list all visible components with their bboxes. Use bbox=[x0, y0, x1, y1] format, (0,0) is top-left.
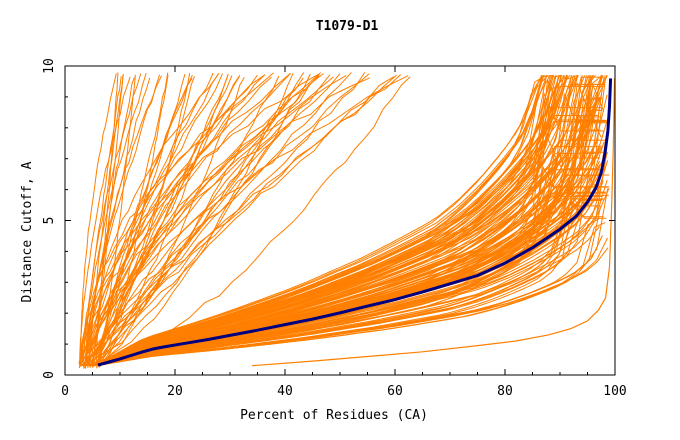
model-curve bbox=[82, 77, 304, 366]
x-tick-label: 0 bbox=[61, 384, 69, 399]
model-curve bbox=[93, 76, 411, 366]
series-layer bbox=[78, 72, 616, 369]
x-axis-label: Percent of Residues (CA) bbox=[240, 408, 428, 423]
y-tick-label: 10 bbox=[42, 58, 57, 74]
model-curve bbox=[97, 75, 320, 366]
model-curve bbox=[83, 75, 568, 366]
model-curve bbox=[88, 75, 233, 364]
model-curve bbox=[99, 192, 606, 365]
model-curve bbox=[88, 83, 606, 366]
x-tick-label: 60 bbox=[387, 384, 403, 399]
model-curve bbox=[78, 76, 334, 364]
x-tick-label: 100 bbox=[603, 384, 626, 399]
model-curve bbox=[81, 72, 214, 363]
model-curve bbox=[91, 75, 543, 366]
model-curve bbox=[88, 74, 347, 366]
model-curve bbox=[85, 72, 220, 366]
chart-title: T1079-D1 bbox=[316, 19, 379, 34]
model-curve bbox=[91, 75, 124, 364]
model-curve bbox=[84, 77, 151, 365]
model-curve bbox=[96, 199, 603, 366]
model-curve bbox=[91, 72, 169, 368]
model-curve bbox=[101, 75, 553, 363]
model-curve bbox=[89, 73, 229, 368]
model-curve bbox=[87, 75, 573, 366]
model-curve bbox=[82, 72, 147, 368]
model-curve bbox=[79, 76, 131, 367]
model-curve bbox=[98, 74, 398, 368]
model-curve bbox=[83, 75, 557, 366]
model-curve bbox=[78, 76, 272, 364]
tick-layer: 0 20 40 60 80 100 0 5 10 bbox=[42, 58, 627, 399]
highlighted-model-curve bbox=[97, 78, 613, 367]
outlier-model-curve bbox=[251, 78, 616, 367]
model-curve bbox=[99, 73, 219, 364]
model-curve bbox=[86, 73, 311, 365]
model-curve bbox=[84, 74, 331, 369]
model-curve bbox=[90, 73, 191, 367]
model-curve bbox=[79, 73, 291, 364]
x-tick-label: 40 bbox=[277, 384, 293, 399]
model-curve bbox=[99, 74, 169, 367]
model-curve bbox=[91, 73, 294, 368]
model-curve bbox=[86, 74, 549, 366]
y-axis-label: Distance Cutoff, A bbox=[20, 161, 35, 302]
model-curve bbox=[83, 74, 193, 369]
x-tick-label: 20 bbox=[167, 384, 183, 399]
model-curve bbox=[89, 201, 607, 366]
model-curve bbox=[96, 74, 136, 363]
y-tick-label: 5 bbox=[42, 217, 57, 225]
model-curve bbox=[94, 72, 305, 364]
model-curve bbox=[98, 75, 562, 364]
model-curve bbox=[90, 75, 543, 366]
model-curve bbox=[80, 73, 117, 365]
model-curve bbox=[79, 72, 366, 368]
y-tick-label: 0 bbox=[42, 371, 57, 379]
x-tick-label: 80 bbox=[497, 384, 513, 399]
model-curve bbox=[91, 75, 576, 366]
model-curve bbox=[81, 118, 599, 366]
model-curve bbox=[90, 179, 608, 366]
model-curve bbox=[87, 72, 292, 368]
model-curve bbox=[85, 79, 603, 366]
model-curve bbox=[90, 73, 341, 364]
model-curve bbox=[94, 206, 601, 366]
model-curve bbox=[92, 72, 119, 365]
